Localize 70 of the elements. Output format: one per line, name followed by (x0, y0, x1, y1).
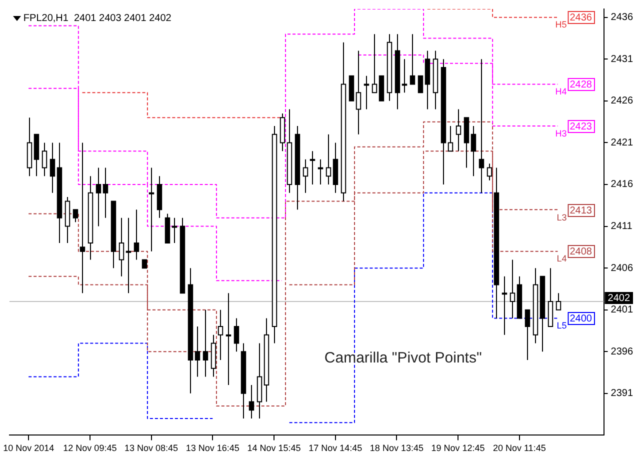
candlestick (448, 125, 454, 152)
y-tick-label: 2421 (610, 137, 634, 148)
candlestick (118, 217, 124, 277)
candlestick (310, 150, 316, 185)
y-tick-label: 2426 (610, 96, 634, 107)
candlestick (486, 163, 492, 181)
x-tick-label: 17 Nov 14:45 (308, 443, 362, 454)
candlestick (42, 142, 48, 177)
candlestick (318, 158, 324, 185)
annotation: Camarilla "Pivot Points" (324, 350, 482, 367)
candlestick (402, 58, 408, 94)
candlestick (194, 326, 200, 378)
y-tick-label: 2436 (610, 12, 634, 24)
ref-line-label: 2402 (608, 292, 630, 304)
data-label: 2423 (570, 121, 592, 132)
candlestick (202, 309, 208, 378)
y-tick-label: 2406 (610, 262, 634, 274)
data-label: 2408 (570, 246, 592, 258)
x-tick-label: 18 Nov 13:45 (370, 443, 424, 454)
x-tick-label: 13 Nov 08:45 (124, 443, 178, 454)
candlestick (356, 50, 362, 135)
candlestick (470, 125, 476, 177)
y-tick-label: 2396 (610, 346, 634, 358)
y-tick-label: 2401 (610, 304, 634, 316)
candlestick (372, 34, 378, 94)
candlestick (248, 384, 254, 419)
candlestick (72, 209, 78, 223)
candlestick (556, 292, 562, 310)
candlestick (80, 142, 86, 294)
candlestick (102, 167, 108, 218)
series-label: L3 (556, 212, 567, 222)
series-label: H3 (555, 128, 567, 138)
data-label: 2436 (570, 12, 592, 24)
candlestick (50, 142, 56, 194)
candlestick (172, 217, 178, 244)
candlestick (126, 217, 132, 294)
series-label: L4 (556, 253, 567, 264)
data-label: 2428 (570, 79, 592, 90)
candlestick (478, 58, 484, 194)
candlestick (502, 276, 508, 336)
x-tick-label: 13 Nov 16:45 (186, 443, 240, 454)
candlestick (418, 75, 424, 94)
x-tick-label: 10 Nov 2014 (3, 443, 54, 454)
y-tick-label: 2431 (610, 54, 634, 65)
candlestick (456, 108, 462, 152)
candlestick (148, 167, 154, 252)
x-tick-label: 14 Nov 15:45 (247, 443, 301, 454)
x-tick-label: 12 Nov 09:45 (63, 443, 117, 454)
y-tick-label: 2411 (610, 221, 633, 232)
candlestick (410, 34, 416, 85)
series-label: L5 (556, 320, 567, 330)
series-label: H5 (555, 19, 567, 30)
candlestick (234, 318, 240, 352)
candlestick (226, 292, 232, 386)
x-tick-label: 19 Nov 12:45 (431, 443, 485, 454)
candlestick (524, 309, 530, 360)
candlestick (302, 158, 308, 194)
y-tick-label: 2416 (610, 179, 634, 190)
candlestick (134, 209, 140, 260)
candlestick (96, 167, 102, 227)
series-label: H4 (555, 86, 567, 96)
chart-title: FPL20,H1 2401 2403 2401 2402 (23, 12, 172, 24)
candlestick (364, 75, 370, 110)
data-label: 2400 (570, 313, 592, 324)
candlestick (510, 259, 516, 319)
y-tick-label: 2391 (610, 388, 634, 400)
x-tick-label: 20 Nov 11:45 (492, 443, 546, 454)
candlestick (326, 134, 332, 185)
data-label: 2413 (570, 205, 592, 216)
candlestick (218, 309, 224, 360)
